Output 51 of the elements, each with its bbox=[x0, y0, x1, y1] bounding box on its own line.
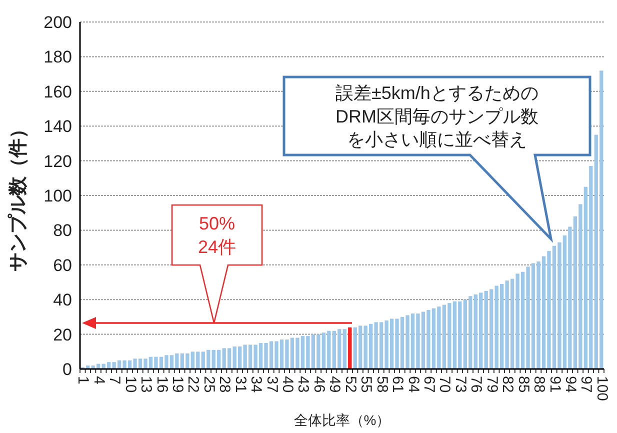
x-tick-label: 49 bbox=[326, 376, 344, 393]
annotation: 50% 24件 bbox=[198, 214, 236, 257]
x-axis-title: 全体比率（%） bbox=[294, 412, 390, 428]
x-tick-label: 19 bbox=[168, 376, 186, 393]
y-tick-label: 20 bbox=[53, 325, 72, 344]
x-tick-label: 79 bbox=[483, 376, 500, 393]
x-tick-label: 58 bbox=[373, 376, 390, 393]
y-tick-label: 120 bbox=[44, 152, 72, 171]
x-tick-label: 55 bbox=[358, 376, 375, 393]
x-tick-label: 28 bbox=[216, 376, 234, 393]
x-tick-label: 91 bbox=[546, 376, 564, 393]
y-tick-label: 160 bbox=[44, 82, 72, 102]
x-tick-label: 70 bbox=[436, 376, 454, 393]
x-tick-label: 67 bbox=[420, 376, 438, 393]
y-tick-label: 180 bbox=[44, 48, 72, 67]
x-tick-label: 61 bbox=[389, 376, 406, 393]
x-tick-label: 40 bbox=[279, 376, 296, 393]
y-tick-label: 140 bbox=[44, 117, 72, 136]
x-tick-label: 85 bbox=[514, 376, 532, 393]
x-tick-label: 64 bbox=[404, 376, 422, 393]
x-tick-label: 82 bbox=[499, 376, 516, 393]
y-tick-label: 200 bbox=[44, 13, 72, 32]
bar bbox=[342, 329, 346, 369]
x-tick-label: 100 bbox=[593, 376, 610, 402]
x-tick-label: 16 bbox=[153, 376, 170, 393]
x-tick-label: 76 bbox=[468, 376, 485, 393]
y-tick-label: 100 bbox=[44, 186, 72, 206]
x-tick-label: 43 bbox=[294, 376, 312, 393]
x-tick-label: 46 bbox=[310, 376, 328, 393]
y-tick-label: 80 bbox=[53, 221, 72, 240]
x-tick-label: 94 bbox=[562, 376, 579, 393]
x-tick-label: 88 bbox=[530, 376, 548, 393]
annotation: 誤差±5km/hとするためのDRM区間毎のサンプル数を小さい順に並べ替え bbox=[336, 82, 538, 150]
x-tick-label: 1 bbox=[74, 376, 92, 384]
y-tick-label: 40 bbox=[53, 290, 72, 310]
y-tick-label: 60 bbox=[53, 256, 72, 275]
x-tick-label: 10 bbox=[122, 376, 139, 393]
x-tick-label: 13 bbox=[138, 376, 155, 393]
bar bbox=[348, 327, 352, 369]
x-tick-label: 73 bbox=[452, 376, 469, 393]
x-tick-label: 31 bbox=[232, 376, 249, 393]
x-tick-label: 22 bbox=[184, 376, 202, 393]
y-tick-label: 0 bbox=[62, 360, 72, 379]
x-tick-label: 34 bbox=[248, 376, 265, 393]
y-axis-title: サンプル数（件） bbox=[7, 120, 29, 272]
x-tick-label: 52 bbox=[342, 376, 359, 393]
x-tick-label: 7 bbox=[106, 376, 124, 384]
x-tick-label: 25 bbox=[200, 376, 218, 393]
x-tick-label: 37 bbox=[263, 376, 280, 393]
x-tick-label: 4 bbox=[90, 376, 108, 384]
x-tick-label: 97 bbox=[578, 376, 595, 393]
